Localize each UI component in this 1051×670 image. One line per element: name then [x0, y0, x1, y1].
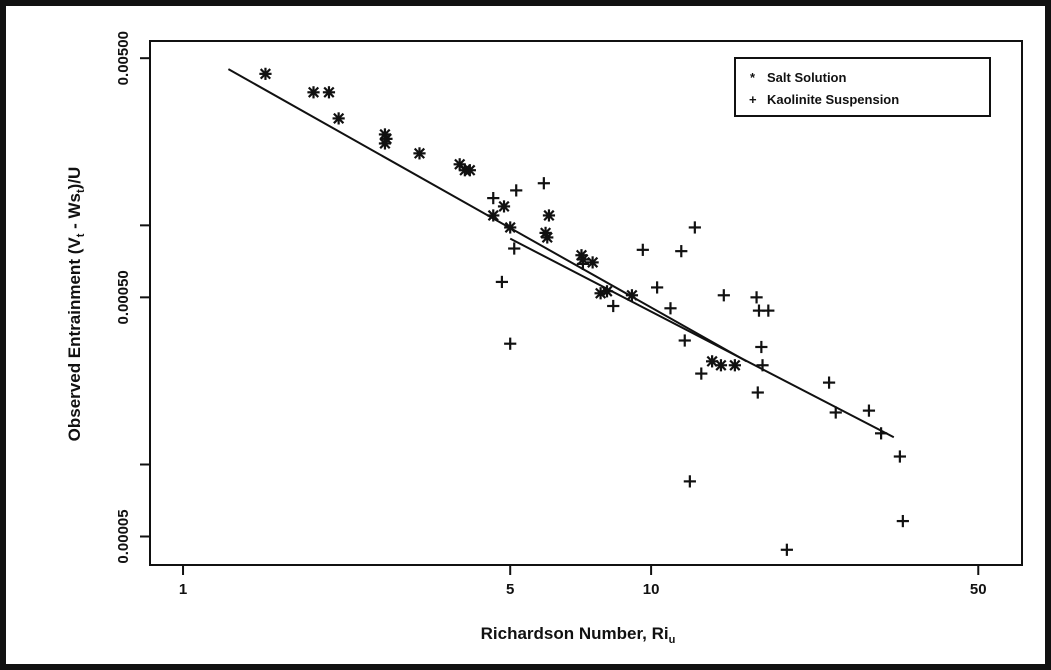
kaolinite-point: [762, 304, 775, 317]
kaolinite-point: [537, 177, 550, 190]
kaolinite-point: [751, 386, 764, 399]
salt-point: [332, 112, 345, 125]
y-tick-label: 0.00500: [115, 31, 132, 85]
kaolinite-point: [678, 334, 691, 347]
legend-marker-salt: *: [750, 70, 756, 85]
kaolinite-point: [896, 514, 909, 528]
y-axis-title-part: )/U: [65, 167, 84, 190]
salt-point: [378, 137, 392, 150]
kaolinite-point: [504, 337, 517, 350]
salt-point: [504, 221, 517, 234]
kaolinite-point: [607, 299, 620, 313]
y-tick-label: 0.00005: [115, 509, 132, 563]
kaolinite-point: [688, 221, 701, 234]
legend-box: [734, 57, 991, 117]
kaolinite-point: [893, 450, 906, 463]
y-axis-title-part: Observed Entrainment (V: [65, 237, 84, 442]
kaolinite-point: [862, 404, 876, 417]
salt-point: [322, 86, 336, 99]
kaolinite-point: [576, 257, 590, 270]
kaolinite-point: [750, 291, 763, 304]
y-axis-title-subscript: t: [75, 189, 87, 193]
fit-line: [509, 237, 895, 439]
kaolinite-point: [756, 359, 769, 372]
kaolinite-point: [510, 184, 523, 197]
x-axis-title-subscript: u: [669, 634, 676, 646]
x-tick-label: 1: [179, 581, 187, 598]
data-points: [259, 67, 909, 556]
x-tick-label: 5: [506, 581, 514, 598]
salt-point: [541, 231, 554, 244]
salt-point: [728, 359, 741, 372]
legend-label-kaolinite: Kaolinite Suspension: [767, 92, 899, 107]
salt-point: [413, 147, 426, 160]
kaolinite-point: [755, 340, 768, 354]
kaolinite-point: [495, 275, 509, 289]
x-tick-label: 10: [643, 581, 660, 598]
salt-point: [714, 359, 728, 372]
salt-point: [307, 86, 320, 99]
kaolinite-point: [487, 192, 500, 205]
kaolinite-point: [664, 302, 677, 315]
salt-point: [706, 355, 719, 368]
y-tick-label: 0.00050: [115, 270, 132, 324]
salt-point: [600, 285, 614, 298]
kaolinite-point: [636, 243, 649, 256]
y-axis-title-subscript: t: [75, 233, 87, 237]
salt-point: [586, 256, 599, 269]
y-axis-title: Observed Entrainment (Vt - Wst)/U: [65, 167, 87, 442]
x-tick-label: 50: [970, 581, 987, 598]
kaolinite-point: [874, 427, 888, 440]
kaolinite-point: [780, 543, 793, 556]
kaolinite-point: [829, 406, 842, 419]
kaolinite-point: [717, 289, 730, 302]
kaolinite-point: [822, 376, 836, 389]
legend-marker-kaolinite: +: [749, 92, 757, 107]
legend-label-salt: Salt Solution: [767, 70, 847, 85]
y-axis-title-part: - Ws: [65, 193, 84, 234]
salt-point: [497, 200, 511, 213]
legend: * Salt Solution + Kaolinite Suspension: [734, 57, 991, 117]
salt-point: [259, 67, 272, 80]
kaolinite-point: [683, 475, 696, 488]
kaolinite-point: [508, 242, 521, 255]
salt-point: [542, 209, 556, 222]
salt-point: [487, 209, 500, 222]
kaolinite-point: [695, 367, 708, 380]
x-axis-title-main: Richardson Number, Ri: [481, 624, 669, 643]
plot-area: [149, 40, 1023, 566]
salt-point: [625, 289, 639, 302]
kaolinite-point: [675, 245, 688, 258]
fit-lines: [227, 68, 895, 439]
x-axis-title: Richardson Number, Riu: [481, 624, 676, 646]
axis-ticks: 1 5 10 50 0.00500 0.00050 0.00005: [115, 31, 987, 598]
kaolinite-point: [651, 281, 664, 294]
salt-point: [463, 164, 476, 177]
